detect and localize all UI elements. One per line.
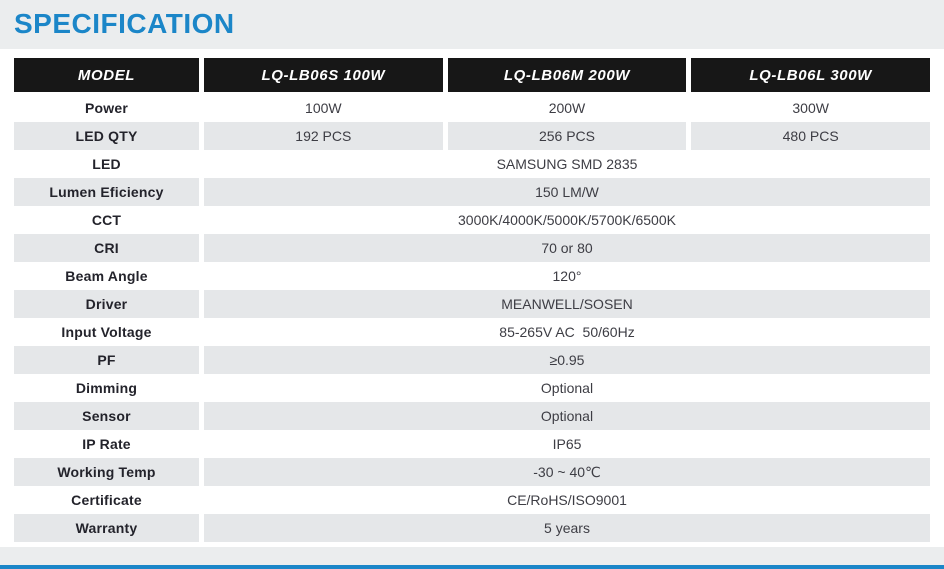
table-row: Driver MEANWELL/SOSEN (14, 290, 930, 318)
header-cell-1: LQ-LB06M 200W (447, 58, 687, 92)
row-label: Sensor (14, 402, 199, 430)
row-label: Dimming (75, 380, 138, 396)
table-row: LED SAMSUNG SMD 2835 (14, 150, 930, 178)
table-row: Dimming Optional (14, 374, 930, 402)
row-label: Warranty (14, 514, 199, 542)
row-label: Beam Angle (65, 268, 148, 284)
row-value-span: SAMSUNG SMD 2835 (496, 156, 638, 172)
table-row: Beam Angle 120° (14, 262, 930, 290)
row-value-span: 120° (552, 268, 582, 284)
row-value-span: 150 LM/W (204, 178, 930, 206)
footer-accent-bar (0, 565, 944, 569)
header-cell-model: MODEL (14, 58, 199, 92)
table-row: PF ≥0.95 (14, 346, 930, 374)
table-row: LED QTY 192 PCS 256 PCS 480 PCS (14, 122, 930, 150)
table-row: CCT 3000K/4000K/5000K/5700K/6500K (14, 206, 930, 234)
row-value: 200W (548, 100, 586, 116)
table-row: Lumen Eficiency 150 LM/W (14, 178, 930, 206)
row-value-span: CE/RoHS/ISO9001 (507, 492, 627, 508)
header-cell-0: LQ-LB06S 100W (204, 58, 443, 92)
row-value: 256 PCS (447, 122, 687, 150)
row-value: 300W (792, 100, 829, 116)
page-title: SPECIFICATION (14, 8, 235, 39)
row-label: PF (14, 346, 199, 374)
row-label: Working Temp (14, 458, 199, 486)
row-value-span: 70 or 80 (204, 234, 930, 262)
title-band: SPECIFICATION (0, 0, 944, 49)
row-label: CCT (91, 212, 122, 228)
table-row: Warranty 5 years (14, 514, 930, 542)
row-value-span: ≥0.95 (204, 346, 930, 374)
table-row: Certificate CE/RoHS/ISO9001 (14, 486, 930, 514)
row-value-span: MEANWELL/SOSEN (204, 290, 930, 318)
row-value-span: Optional (204, 402, 930, 430)
row-value-span: -30 ~ 40℃ (204, 458, 930, 486)
row-value-span: Optional (540, 380, 594, 396)
row-value: 100W (305, 100, 342, 116)
row-label: Input Voltage (61, 324, 152, 340)
row-value: 480 PCS (691, 122, 930, 150)
row-value-span: 5 years (204, 514, 930, 542)
table-header-row: MODEL LQ-LB06S 100W LQ-LB06M 200W LQ-LB06L … (14, 58, 930, 92)
row-label: CRI (14, 234, 199, 262)
row-label: Lumen Eficiency (14, 178, 199, 206)
table-row: Sensor Optional (14, 402, 930, 430)
row-label: LED (92, 156, 121, 172)
row-label: Certificate (71, 492, 142, 508)
row-label: Driver (14, 290, 199, 318)
table-row: Power 100W 200W 300W (14, 94, 930, 122)
spec-table: MODEL LQ-LB06S 100W LQ-LB06M 200W LQ-LB06L … (14, 58, 930, 542)
row-label: IP Rate (82, 436, 131, 452)
row-value-span: 85-265V AC 50/60Hz (499, 324, 635, 340)
header-cell-2: LQ-LB06L 300W (691, 58, 930, 92)
table-body: Power 100W 200W 300W LED QTY 192 PCS 256 PCS 48… (14, 94, 930, 542)
row-label: LED QTY (14, 122, 199, 150)
table-row: CRI 70 or 80 (14, 234, 930, 262)
table-row: Input Voltage 85-265V AC 50/60Hz (14, 318, 930, 346)
row-value-span: 3000K/4000K/5000K/5700K/6500K (458, 212, 676, 228)
row-label: Power (84, 100, 128, 116)
row-value: 192 PCS (204, 122, 443, 150)
spec-panel: MODEL LQ-LB06S 100W LQ-LB06M 200W LQ-LB06L … (0, 49, 944, 547)
table-row: Working Temp -30 ~ 40℃ (14, 458, 930, 486)
row-value-span: IP65 (552, 436, 582, 452)
table-row: IP Rate IP65 (14, 430, 930, 458)
